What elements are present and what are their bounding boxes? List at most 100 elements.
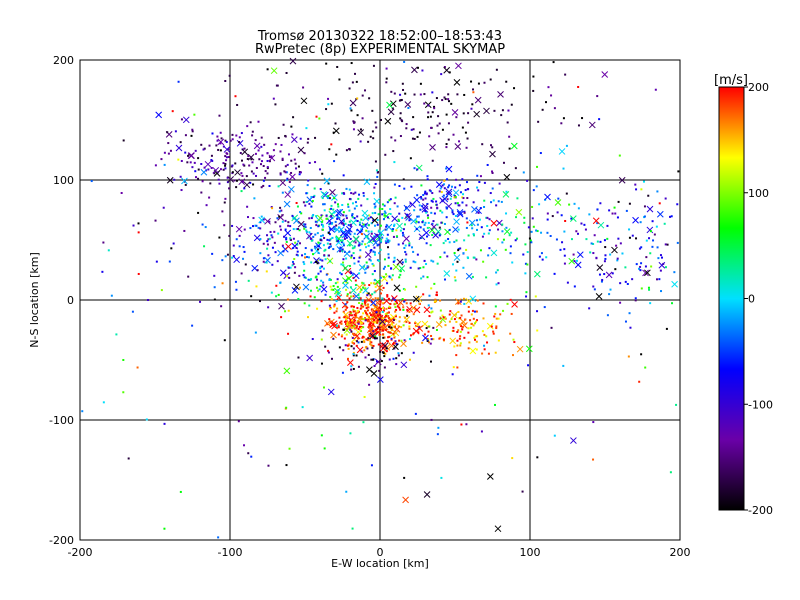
data-point-dot <box>588 213 591 216</box>
data-point-dot <box>408 327 411 330</box>
data-point-dot <box>286 275 289 278</box>
data-point-dot <box>428 294 431 297</box>
data-point-dot <box>651 220 654 223</box>
data-point-dot <box>304 256 307 259</box>
data-point-dot <box>353 232 356 235</box>
data-point-dot <box>350 330 353 333</box>
data-point-dot <box>604 254 607 257</box>
data-point-dot <box>430 311 433 314</box>
data-point-dot <box>670 215 673 218</box>
data-point-dot <box>342 220 345 223</box>
data-point-dot <box>427 330 430 333</box>
data-point-dot <box>225 140 228 143</box>
data-point-dot <box>428 135 431 138</box>
data-point-dot <box>359 255 362 258</box>
data-point-dot <box>440 73 443 76</box>
data-point-dot <box>286 177 289 180</box>
data-point-dot <box>394 306 397 309</box>
data-point-dot <box>561 241 564 244</box>
data-point-x <box>515 208 523 216</box>
data-point-dot <box>446 178 449 181</box>
data-point-dot <box>339 246 342 249</box>
data-point-dot <box>336 281 339 284</box>
data-point-dot <box>304 204 307 207</box>
data-point-dot <box>345 306 348 309</box>
data-point-dot <box>291 133 294 136</box>
data-point-dot <box>369 321 372 324</box>
data-point-x <box>288 185 295 193</box>
data-point-dot <box>433 107 436 110</box>
data-point-dot <box>319 267 322 270</box>
data-point-dot <box>327 182 330 185</box>
data-point-dot <box>300 212 303 215</box>
data-point-dot <box>388 319 391 322</box>
data-point-dot <box>334 201 337 204</box>
data-point-x <box>366 237 374 245</box>
data-point-x <box>475 207 482 215</box>
data-point-dot <box>268 220 271 223</box>
data-point-dot <box>353 217 356 220</box>
data-point-dot <box>540 231 543 234</box>
data-point-dot <box>333 303 336 306</box>
data-point-dot <box>435 291 438 294</box>
data-point-x <box>243 181 251 189</box>
data-point-dot <box>234 162 237 165</box>
data-point-dot <box>432 338 435 341</box>
data-point-dot <box>563 230 566 233</box>
data-point-dot <box>387 253 390 256</box>
data-point-dot <box>540 252 543 255</box>
data-point-dot <box>262 164 265 167</box>
data-point-dot <box>292 116 295 119</box>
data-point-dot <box>324 293 327 296</box>
data-point-dot <box>514 167 517 170</box>
data-point-dot <box>631 234 634 237</box>
data-point-dot <box>259 252 262 255</box>
data-point-dot <box>400 352 403 355</box>
data-point-dot <box>222 168 225 171</box>
data-point-dot <box>365 311 368 314</box>
data-point-dot <box>373 270 376 273</box>
data-point-dot <box>285 71 288 74</box>
data-point-dot <box>385 81 388 84</box>
data-point-dot <box>372 323 375 326</box>
data-point-dot <box>381 297 384 300</box>
data-point-dot <box>513 341 516 344</box>
data-point-dot <box>191 128 194 131</box>
data-point-dot <box>382 333 385 336</box>
data-point-dot <box>447 237 450 240</box>
data-point-x <box>200 168 208 176</box>
data-point-dot <box>305 230 308 233</box>
data-point-dot <box>535 229 538 232</box>
data-point-dot <box>431 222 434 225</box>
data-point-dot <box>266 234 269 237</box>
data-point-dot <box>312 235 315 238</box>
data-point-dot <box>373 251 376 254</box>
data-point-dot <box>309 278 312 281</box>
data-point-dot <box>537 120 540 123</box>
data-point-dot <box>365 229 368 232</box>
data-point-dot <box>403 476 406 479</box>
data-point-dot <box>260 136 263 139</box>
data-point-x <box>469 347 477 355</box>
data-point-dot <box>203 147 206 150</box>
data-point-dot <box>489 192 492 195</box>
data-point-dot <box>471 103 474 106</box>
data-point-dot <box>389 302 392 305</box>
data-point-dot <box>399 270 402 273</box>
data-point-dot <box>515 216 518 219</box>
data-point-dot <box>431 200 434 203</box>
data-point-dot <box>418 326 421 329</box>
data-point-dot <box>357 365 360 368</box>
data-point-dot <box>420 184 423 187</box>
data-point-dot <box>358 301 361 304</box>
data-point-dot <box>398 339 401 342</box>
data-point-dot <box>501 241 504 244</box>
data-point-dot <box>404 244 407 247</box>
data-point-dot <box>266 243 269 246</box>
data-point-dot <box>381 351 384 354</box>
data-point-dot <box>456 202 459 205</box>
data-point-dot <box>648 237 651 240</box>
data-point-dot <box>487 232 490 235</box>
data-point-dot <box>406 213 409 216</box>
data-point-dot <box>279 281 282 284</box>
